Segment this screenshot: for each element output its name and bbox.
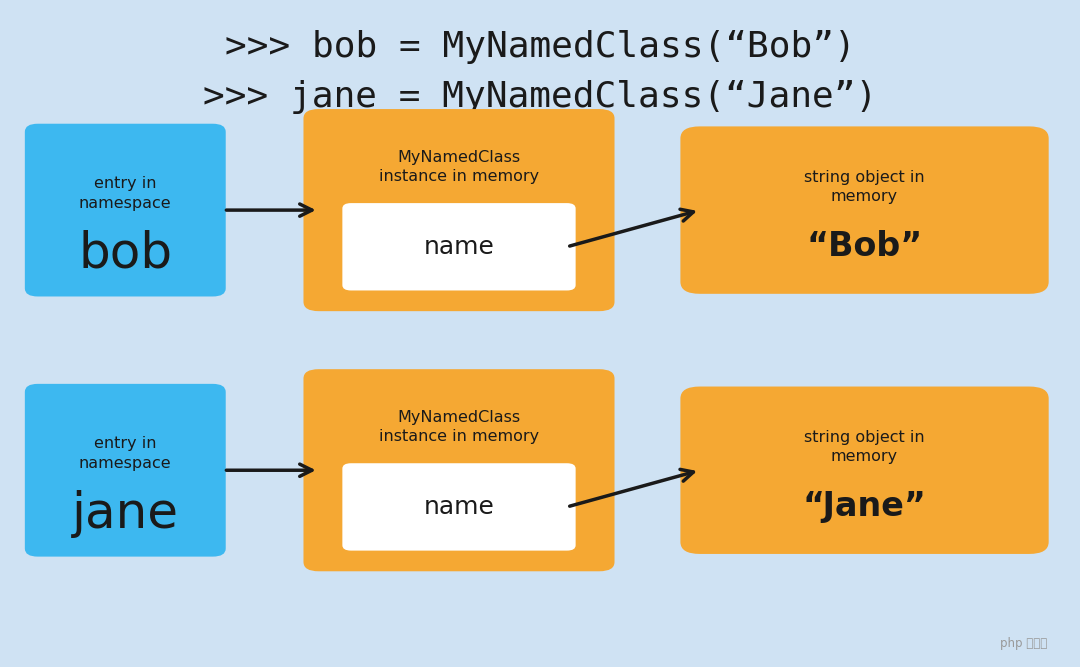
Text: >>> jane = MyNamedClass(“Jane”): >>> jane = MyNamedClass(“Jane”) bbox=[203, 80, 877, 113]
Text: “Jane”: “Jane” bbox=[802, 490, 927, 524]
Text: name: name bbox=[423, 235, 495, 259]
FancyBboxPatch shape bbox=[342, 203, 576, 290]
Text: string object in
memory: string object in memory bbox=[805, 430, 924, 464]
Text: bob: bob bbox=[78, 229, 173, 277]
FancyBboxPatch shape bbox=[25, 123, 226, 296]
FancyBboxPatch shape bbox=[303, 109, 615, 311]
FancyBboxPatch shape bbox=[680, 126, 1049, 293]
Text: entry in
namespace: entry in namespace bbox=[79, 436, 172, 471]
Text: name: name bbox=[423, 495, 495, 519]
Text: php 中文网: php 中文网 bbox=[1000, 638, 1048, 650]
FancyBboxPatch shape bbox=[680, 387, 1049, 554]
Text: string object in
memory: string object in memory bbox=[805, 169, 924, 204]
Text: >>> bob = MyNamedClass(“Bob”): >>> bob = MyNamedClass(“Bob”) bbox=[225, 30, 855, 63]
FancyBboxPatch shape bbox=[25, 384, 226, 556]
Text: MyNamedClass
instance in memory: MyNamedClass instance in memory bbox=[379, 149, 539, 184]
Text: entry in
namespace: entry in namespace bbox=[79, 176, 172, 211]
Text: “Bob”: “Bob” bbox=[807, 230, 922, 263]
FancyBboxPatch shape bbox=[303, 370, 615, 571]
Text: jane: jane bbox=[71, 490, 179, 538]
FancyBboxPatch shape bbox=[342, 463, 576, 551]
Text: MyNamedClass
instance in memory: MyNamedClass instance in memory bbox=[379, 410, 539, 444]
